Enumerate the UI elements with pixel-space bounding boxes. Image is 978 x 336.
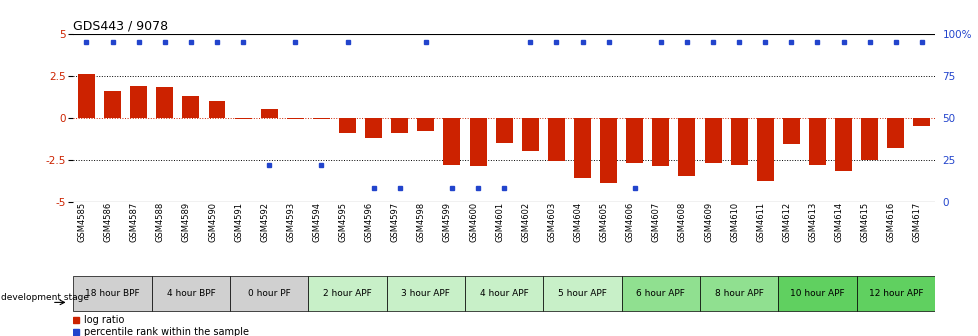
Text: GSM4603: GSM4603 [547, 202, 556, 242]
Bar [778, 276, 856, 310]
Text: 4 hour BPF: 4 hour BPF [166, 289, 215, 298]
Bar [260, 109, 278, 118]
Text: GSM4590: GSM4590 [207, 202, 217, 242]
Bar [417, 118, 434, 131]
Text: 18 hour BPF: 18 hour BPF [85, 289, 140, 298]
Text: GSM4592: GSM4592 [260, 202, 269, 242]
Bar [704, 118, 721, 163]
Text: log ratio: log ratio [84, 315, 124, 325]
Text: GSM4609: GSM4609 [703, 202, 712, 242]
Text: GSM4608: GSM4608 [677, 202, 687, 242]
Bar [495, 118, 512, 143]
Bar [730, 118, 747, 165]
Text: 12 hour APF: 12 hour APF [867, 289, 922, 298]
Bar [856, 276, 934, 310]
Bar [391, 118, 408, 133]
Bar [861, 118, 877, 160]
Text: GSM4611: GSM4611 [755, 202, 765, 242]
Text: GSM4612: GSM4612 [781, 202, 790, 242]
Text: GSM4594: GSM4594 [312, 202, 321, 242]
Bar [235, 118, 251, 119]
Bar [465, 276, 543, 310]
Bar [886, 118, 904, 148]
Text: GSM4613: GSM4613 [808, 202, 817, 242]
Bar [600, 118, 616, 183]
Text: GSM4598: GSM4598 [417, 202, 425, 242]
Bar [834, 118, 851, 171]
Text: GSM4616: GSM4616 [886, 202, 895, 242]
Bar [104, 91, 121, 118]
Bar [338, 118, 356, 133]
Text: GSM4610: GSM4610 [730, 202, 738, 242]
Bar [386, 276, 465, 310]
Text: GSM4589: GSM4589 [182, 202, 191, 242]
Bar [678, 118, 694, 176]
Bar [912, 118, 929, 126]
Text: GSM4617: GSM4617 [911, 202, 921, 242]
Text: GSM4601: GSM4601 [495, 202, 504, 242]
Bar [543, 276, 621, 310]
Bar [699, 276, 778, 310]
Text: GSM4604: GSM4604 [573, 202, 582, 242]
Bar [521, 118, 538, 151]
Bar [548, 118, 564, 161]
Text: GSM4591: GSM4591 [234, 202, 243, 242]
Text: GSM4587: GSM4587 [129, 202, 139, 242]
Bar [756, 118, 773, 181]
Text: 10 hour APF: 10 hour APF [789, 289, 844, 298]
Bar [782, 118, 799, 144]
Bar [208, 101, 225, 118]
Text: GSM4597: GSM4597 [390, 202, 399, 242]
Text: GSM4593: GSM4593 [286, 202, 295, 242]
Text: 6 hour APF: 6 hour APF [636, 289, 685, 298]
Bar [78, 74, 95, 118]
Bar [365, 118, 381, 138]
Text: GDS443 / 9078: GDS443 / 9078 [73, 19, 168, 33]
Text: GSM4586: GSM4586 [104, 202, 112, 242]
Text: GSM4602: GSM4602 [520, 202, 530, 242]
Text: 3 hour APF: 3 hour APF [401, 289, 450, 298]
Text: GSM4585: GSM4585 [77, 202, 86, 242]
Text: 2 hour APF: 2 hour APF [323, 289, 372, 298]
Text: GSM4596: GSM4596 [364, 202, 374, 242]
Text: GSM4595: GSM4595 [338, 202, 347, 242]
Text: GSM4588: GSM4588 [156, 202, 164, 242]
Text: 4 hour APF: 4 hour APF [479, 289, 528, 298]
Bar [308, 276, 386, 310]
Bar [808, 118, 825, 165]
Bar [651, 118, 669, 166]
Text: GSM4599: GSM4599 [442, 202, 452, 242]
Bar [443, 118, 460, 165]
Text: development stage: development stage [1, 293, 89, 302]
Bar [313, 118, 330, 119]
Bar [130, 86, 147, 118]
Text: GSM4607: GSM4607 [651, 202, 660, 242]
Text: GSM4614: GSM4614 [833, 202, 843, 242]
Bar [73, 276, 152, 310]
Bar [287, 118, 303, 119]
Text: GSM4615: GSM4615 [860, 202, 868, 242]
Bar [230, 276, 308, 310]
Bar [156, 87, 173, 118]
Text: GSM4605: GSM4605 [599, 202, 608, 242]
Text: GSM4600: GSM4600 [468, 202, 477, 242]
Text: 0 hour PF: 0 hour PF [247, 289, 290, 298]
Bar [621, 276, 699, 310]
Text: 5 hour APF: 5 hour APF [557, 289, 606, 298]
Bar [469, 118, 486, 166]
Bar [626, 118, 643, 163]
Text: 8 hour APF: 8 hour APF [714, 289, 763, 298]
Text: percentile rank within the sample: percentile rank within the sample [84, 327, 249, 336]
Bar [182, 96, 200, 118]
Bar [152, 276, 230, 310]
Bar [573, 118, 591, 178]
Text: GSM4606: GSM4606 [625, 202, 634, 242]
